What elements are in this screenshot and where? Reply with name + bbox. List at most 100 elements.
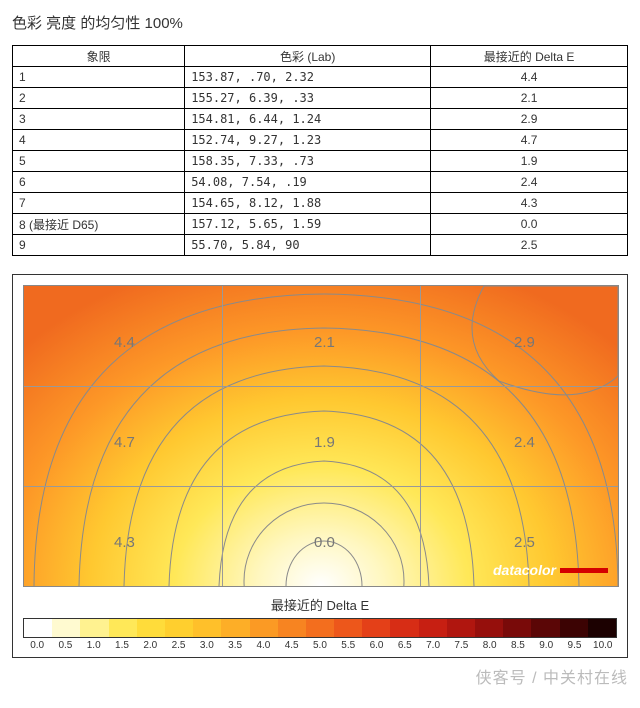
cell-deltae: 4.3	[431, 193, 628, 214]
legend-segment	[334, 619, 362, 637]
legend-tick: 1.0	[80, 640, 108, 651]
heatmap: datacolor 4.42.12.94.71.92.44.30.02.5	[23, 285, 619, 587]
legend-segment	[475, 619, 503, 637]
cell-quadrant: 2	[13, 88, 185, 109]
legend-segment	[447, 619, 475, 637]
cell-deltae: 4.4	[431, 67, 628, 88]
grid-h2	[24, 486, 618, 487]
legend-tick: 4.0	[249, 640, 277, 651]
cell-deltae: 1.9	[431, 151, 628, 172]
cell-quadrant: 6	[13, 172, 185, 193]
legend-tick: 1.5	[108, 640, 136, 651]
cell-lab: 154.81, 6.44, 1.24	[185, 109, 431, 130]
table-row: 6 54.08, 7.54, .192.4	[13, 172, 628, 193]
table-row: 1153.87, .70, 2.324.4	[13, 67, 628, 88]
heatmap-cell-label: 4.7	[114, 434, 135, 451]
legend-tick: 6.0	[362, 640, 390, 651]
legend-segment	[109, 619, 137, 637]
table-row: 4152.74, 9.27, 1.234.7	[13, 130, 628, 151]
legend-segment	[419, 619, 447, 637]
legend-segment	[193, 619, 221, 637]
legend-tick: 5.5	[334, 640, 362, 651]
legend-title: 最接近的 Delta E	[23, 595, 617, 614]
cell-quadrant: 4	[13, 130, 185, 151]
legend-tick: 9.5	[560, 640, 588, 651]
legend-tick: 2.5	[164, 640, 192, 651]
cell-lab: 158.35, 7.33, .73	[185, 151, 431, 172]
legend-tick: 3.5	[221, 640, 249, 651]
legend-tick: 10.0	[589, 640, 617, 651]
legend-tick: 6.5	[391, 640, 419, 651]
table-row: 8 (最接近 D65)157.12, 5.65, 1.590.0	[13, 214, 628, 235]
legend-segment	[221, 619, 249, 637]
brand-logo: datacolor	[493, 562, 608, 578]
table-row: 3154.81, 6.44, 1.242.9	[13, 109, 628, 130]
brand-bar	[560, 568, 608, 573]
legend-tick: 3.0	[193, 640, 221, 651]
heatmap-cell-label: 2.1	[314, 334, 335, 351]
legend-tick: 7.0	[419, 640, 447, 651]
chart-container: datacolor 4.4 2.1 2.9 4.7 1.9 2.4 4.3 0.0 2.5 最接…	[12, 274, 628, 658]
legend-segment	[80, 619, 108, 637]
cell-lab: 153.87, .70, 2.32	[185, 67, 431, 88]
legend-segment	[165, 619, 193, 637]
legend-segment	[137, 619, 165, 637]
cell-lab: 55.70, 5.84, 90	[185, 235, 431, 256]
cell-deltae: 0.0	[431, 214, 628, 235]
legend-colorbar	[23, 618, 617, 638]
legend-segment	[362, 619, 390, 637]
cell-lab: 152.74, 9.27, 1.23	[185, 130, 431, 151]
data-table: 象限 色彩 (Lab) 最接近的 Delta E 1153.87, .70, 2…	[12, 45, 628, 256]
watermark: 侠客号 / 中关村在线	[12, 664, 628, 688]
legend-segment	[278, 619, 306, 637]
col-deltae: 最接近的 Delta E	[431, 46, 628, 67]
legend-tick: 2.0	[136, 640, 164, 651]
legend-tick: 7.5	[447, 640, 475, 651]
cell-quadrant: 1	[13, 67, 185, 88]
legend-segment	[588, 619, 616, 637]
legend-tick: 5.0	[306, 640, 334, 651]
heatmap-cell-label: 4.3	[114, 534, 135, 551]
legend-segment	[560, 619, 588, 637]
legend-segment	[250, 619, 278, 637]
cell-quadrant: 8 (最接近 D65)	[13, 214, 185, 235]
grid-h1	[24, 386, 618, 387]
cell-deltae: 2.5	[431, 235, 628, 256]
table-row: 2155.27, 6.39, .332.1	[13, 88, 628, 109]
cell-lab: 154.65, 8.12, 1.88	[185, 193, 431, 214]
cell-lab: 54.08, 7.54, .19	[185, 172, 431, 193]
table-row: 5158.35, 7.33, .731.9	[13, 151, 628, 172]
cell-lab: 157.12, 5.65, 1.59	[185, 214, 431, 235]
col-lab: 色彩 (Lab)	[185, 46, 431, 67]
heatmap-cell-label: 1.9	[314, 434, 335, 451]
brand-text: datacolor	[493, 562, 556, 578]
table-row: 9 55.70, 5.84, 902.5	[13, 235, 628, 256]
legend-segment	[24, 619, 52, 637]
heatmap-cell-label: 2.4	[514, 434, 535, 451]
legend-tick: 0.0	[23, 640, 51, 651]
legend-tick: 4.5	[278, 640, 306, 651]
legend-segment	[306, 619, 334, 637]
cell-quadrant: 5	[13, 151, 185, 172]
cell-quadrant: 7	[13, 193, 185, 214]
legend-tick: 8.5	[504, 640, 532, 651]
heatmap-cell-label: 2.5	[514, 534, 535, 551]
cell-deltae: 2.4	[431, 172, 628, 193]
legend-segment	[503, 619, 531, 637]
heatmap-cell-label: 2.9	[514, 334, 535, 351]
cell-deltae: 2.9	[431, 109, 628, 130]
page-title: 色彩 亮度 的均匀性 100%	[12, 12, 628, 33]
grid-v2	[420, 286, 421, 586]
cell-quadrant: 9	[13, 235, 185, 256]
heatmap-cell-label: 4.4	[114, 334, 135, 351]
table-row: 7154.65, 8.12, 1.884.3	[13, 193, 628, 214]
legend-ticks: 0.00.51.01.52.02.53.03.54.04.55.05.56.06…	[23, 640, 617, 651]
legend-tick: 0.5	[51, 640, 79, 651]
legend-segment	[52, 619, 80, 637]
col-quadrant: 象限	[13, 46, 185, 67]
cell-deltae: 4.7	[431, 130, 628, 151]
legend-segment	[390, 619, 418, 637]
legend-tick: 8.0	[476, 640, 504, 651]
legend-segment	[531, 619, 559, 637]
legend-tick: 9.0	[532, 640, 560, 651]
